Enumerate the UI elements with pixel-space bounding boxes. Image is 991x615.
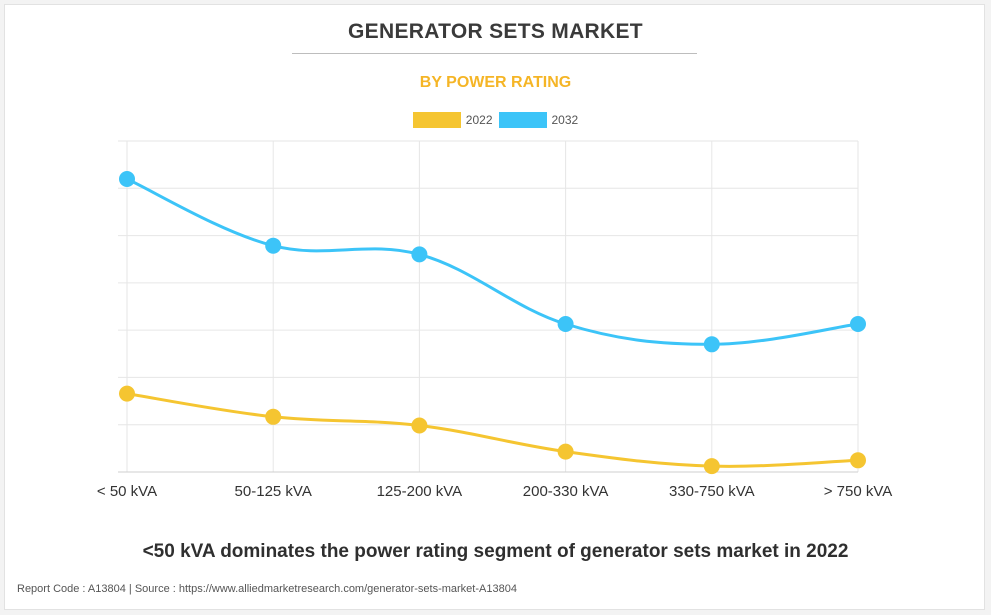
x-tick-label: > 750 kVA	[824, 483, 893, 500]
series-line-2022	[125, 392, 860, 468]
data-point-2022	[411, 417, 428, 434]
chart-card	[4, 4, 985, 610]
legend-swatch-2022	[412, 112, 461, 128]
data-point-2032	[265, 237, 282, 254]
chart-title: GENERATOR SETS MARKET	[348, 20, 643, 43]
data-point-2032	[557, 316, 574, 332]
chart-legend: 2022 2032	[0, 112, 991, 128]
data-point-2032	[119, 171, 135, 187]
data-point-2022	[703, 458, 720, 475]
x-tick-label: 50-125 kVA	[235, 483, 312, 500]
legend-label-2032: 2032	[551, 113, 579, 127]
data-point-2022	[557, 443, 574, 460]
title-divider	[292, 53, 697, 54]
report-code: Report Code : A13804	[17, 583, 126, 595]
data-point-2022	[119, 385, 135, 402]
legend-item-2032[interactable]: 2032	[498, 112, 579, 128]
data-point-2032	[703, 336, 720, 353]
footer-separator: |	[128, 583, 132, 595]
series-line-2032	[125, 177, 860, 346]
x-tick-label: 125-200 kVA	[377, 483, 463, 500]
chart-caption: <50 kVA dominates the power rating segme…	[142, 541, 849, 562]
source-footer: Report Code : A13804 | Source : https://…	[17, 583, 517, 595]
data-point-2022	[850, 452, 866, 469]
x-tick-label: 200-330 kVA	[523, 483, 609, 500]
chart-subtitle: BY POWER RATING	[419, 74, 572, 91]
x-tick-label: < 50 kVA	[97, 483, 157, 500]
source-text: Source : https://www.alliedmarketresearc…	[134, 583, 517, 595]
legend-swatch-2032	[498, 112, 547, 128]
data-point-2032	[411, 246, 428, 263]
x-tick-label: 330-750 kVA	[669, 483, 755, 500]
data-point-2032	[850, 316, 866, 332]
data-point-2022	[265, 408, 282, 425]
legend-label-2022: 2022	[465, 113, 493, 127]
legend-item-2022[interactable]: 2022	[412, 112, 493, 128]
